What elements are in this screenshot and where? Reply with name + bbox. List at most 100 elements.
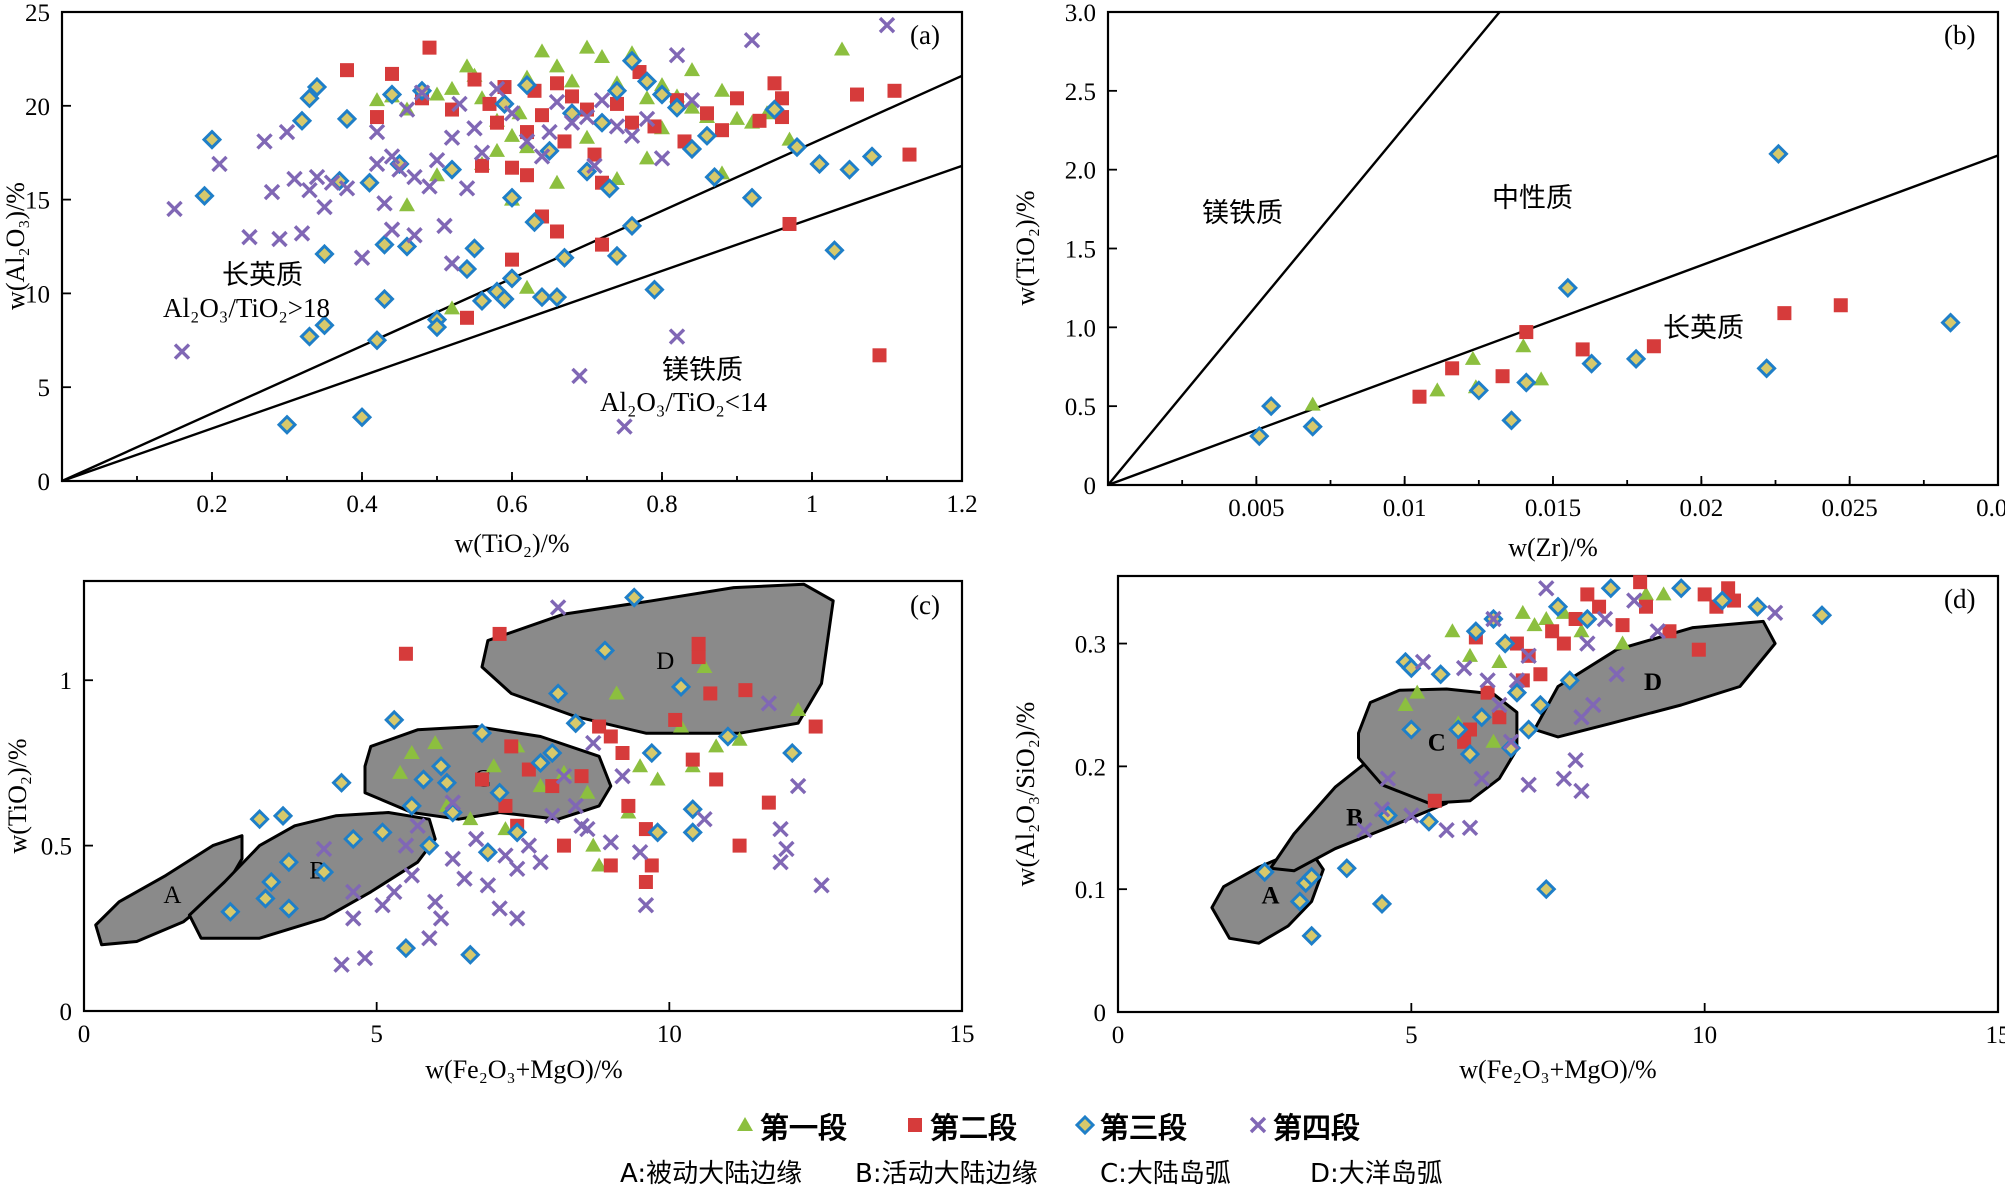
panel-d-point-series4: [1479, 672, 1496, 689]
panel-c-point-series4: [508, 910, 526, 927]
panel-c-point-series4: [567, 797, 584, 815]
panel-b-point-series2: [1412, 389, 1427, 404]
panel-c-point-series3: [565, 713, 586, 734]
panel-c-point-series1: [579, 784, 596, 799]
panel-c-point-series3: [272, 805, 294, 826]
panel-d-point-series1: [1485, 733, 1502, 748]
panel-a-point-series4: [338, 180, 356, 197]
panel-a-point-series4: [368, 155, 386, 173]
panel-a-point-series4: [533, 148, 551, 165]
panel-c-point-series4: [467, 830, 485, 848]
panel-d-point-series1: [1638, 586, 1654, 601]
panel-d-point-series4: [1584, 696, 1602, 714]
panel-a-point-series4: [278, 123, 296, 141]
panel-a-point-series3: [426, 317, 448, 338]
panel-a-point-series1: [429, 86, 445, 101]
panel-a-point-series3: [366, 330, 388, 351]
panel-c-point-series3: [413, 769, 434, 790]
panel-a-point-series2: [587, 147, 602, 162]
panel-d-point-series4: [1461, 819, 1479, 836]
panel-d-point-series4: [1579, 635, 1596, 652]
panel-a-point-series3: [299, 326, 320, 347]
panel-a-point-series4: [443, 129, 461, 146]
panel-d-field-c-label: C: [1428, 729, 1446, 756]
panel-a-point-series4: [541, 123, 558, 141]
panel-a-point-series2: [700, 106, 714, 121]
panel-c-point-series3: [624, 587, 645, 608]
panel-a-point-series4: [638, 110, 656, 128]
panel-a-point-series3: [501, 268, 523, 289]
panel-c-frame: [82, 579, 964, 1013]
panel-b-frame: [1106, 10, 2000, 487]
panel-b-point-series3: [1756, 358, 1777, 379]
panel-a-y-tick-label: 0: [38, 469, 51, 496]
panel-a-point-series3: [306, 76, 328, 98]
panel-d-point-series3: [1600, 578, 1621, 599]
panel-a-point-series2: [467, 72, 482, 87]
panel-a-point-series3: [456, 258, 478, 280]
panel-b-y-tick-label: 1.5: [1065, 237, 1096, 264]
panel-d-point-series4: [1538, 580, 1555, 597]
panel-b-x-tick-label: 0.005: [1228, 495, 1284, 522]
panel-a-point-series3: [704, 166, 725, 188]
legend-marker-3: [1074, 1114, 1096, 1136]
panel-c-point-series2: [398, 646, 413, 661]
panel-b-reference-lines: [1107, 11, 1999, 487]
panel-d-x-title: w(Fe₂O₃+MgO)/%: [1459, 1055, 1656, 1084]
panel-d-point-series3: [1418, 811, 1440, 832]
panel-b-point-series1: [1429, 382, 1446, 397]
panel-a-point-series2: [887, 83, 902, 98]
panel-d-field-a: [1210, 850, 1325, 945]
panel-c-point-series2: [685, 752, 700, 767]
panel-c-point-series1: [485, 758, 502, 773]
panel-c-point-series2: [492, 626, 507, 641]
panel-c-point-series3: [395, 938, 417, 959]
panel-b-y-tick-label: 0.5: [1065, 394, 1096, 421]
panel-c-point-series4: [789, 777, 807, 795]
panel-a-point-series4: [466, 120, 483, 137]
panel-c-point-series4: [532, 853, 549, 871]
panel-a-point-series2: [767, 76, 782, 91]
panel-a-point-series1: [549, 174, 565, 189]
panel-a-point-series1: [369, 92, 385, 107]
panel-a-point-series3: [786, 136, 808, 158]
panel-a-point-series4: [406, 227, 423, 244]
panel-b-point-series3: [1768, 143, 1789, 165]
panel-a-point-series2: [902, 147, 917, 162]
panel-b-point-series2: [1495, 369, 1510, 384]
panel-c-point-series1: [731, 731, 748, 746]
panel-a-point-series2: [385, 66, 399, 81]
panel-a-point-series3: [336, 108, 358, 130]
panel-d-point-series3: [1401, 657, 1422, 679]
panel-c-point-series2: [709, 772, 724, 787]
panel-c-point-series4: [555, 767, 573, 785]
panel-c-letter: (c): [910, 590, 940, 620]
panel-c-point-series2: [592, 719, 607, 734]
panel-c-y-title: w(TiO₂)/%: [3, 738, 32, 853]
panel-d-point-series3: [1448, 719, 1469, 740]
panel-d-point-series3: [1336, 858, 1357, 879]
panel-b-point-series1: [1515, 338, 1532, 353]
panel-c-point-series1: [462, 811, 479, 826]
panel-c-point-series3: [471, 723, 493, 744]
panel-b-point-series3: [1501, 410, 1522, 431]
panel-c-point-series4: [696, 810, 713, 828]
panel-d-point-series2: [1662, 624, 1677, 639]
panel-a-point-series2: [550, 76, 564, 91]
panel-d-point-series3: [1671, 578, 1692, 599]
panel-c-point-series3: [255, 888, 276, 909]
panel-a-point-series4: [503, 105, 521, 122]
panel-c-point-series2: [808, 719, 823, 734]
panel-c-point-series4: [345, 883, 362, 901]
panel-c-point-series2: [556, 838, 571, 853]
panel-b-points: [1249, 143, 1961, 447]
panel-d-point-series2: [1545, 624, 1560, 639]
panel-a-point-series3: [861, 146, 883, 167]
panel-b-point-series3: [1625, 348, 1647, 369]
panel-c-point-series4: [479, 877, 497, 894]
panel-a-point-series1: [429, 167, 445, 182]
panel-c-point-series4: [403, 867, 420, 884]
panel-a-point-series4: [878, 16, 896, 34]
panel-b-y-tick-label: 2.5: [1065, 79, 1096, 106]
